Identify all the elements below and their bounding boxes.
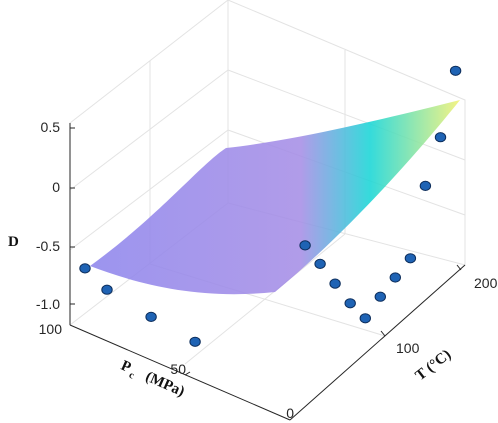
- z-tick: -1.0: [36, 296, 60, 312]
- data-point: [299, 240, 311, 251]
- z-tick: 0: [52, 179, 60, 195]
- x-tick: 100: [39, 321, 63, 337]
- z-tick: 0.5: [41, 119, 61, 135]
- data-point: [404, 253, 417, 264]
- z-tick: -0.5: [36, 238, 60, 254]
- y-tick: 100: [396, 340, 420, 356]
- x-tick: 50: [170, 361, 186, 377]
- x-tick: 0: [286, 405, 294, 421]
- data-points: [79, 65, 462, 347]
- data-point: [359, 313, 371, 324]
- data-point: [145, 311, 157, 322]
- data-point: [189, 336, 201, 347]
- data-point: [389, 272, 401, 283]
- data-point: [101, 284, 113, 295]
- data-point: [419, 180, 432, 191]
- data-point: [449, 65, 462, 76]
- y-tick: 200: [474, 275, 498, 291]
- data-point: [344, 298, 356, 309]
- data-point: [374, 291, 386, 302]
- front-axes: [69, 123, 466, 421]
- data-point: [434, 132, 447, 143]
- data-point: [329, 278, 341, 289]
- x-axis-label-sub: c: [127, 370, 136, 382]
- surface: [90, 100, 460, 295]
- data-point: [79, 263, 91, 274]
- z-axis-label: D: [8, 234, 19, 250]
- data-point: [314, 258, 326, 269]
